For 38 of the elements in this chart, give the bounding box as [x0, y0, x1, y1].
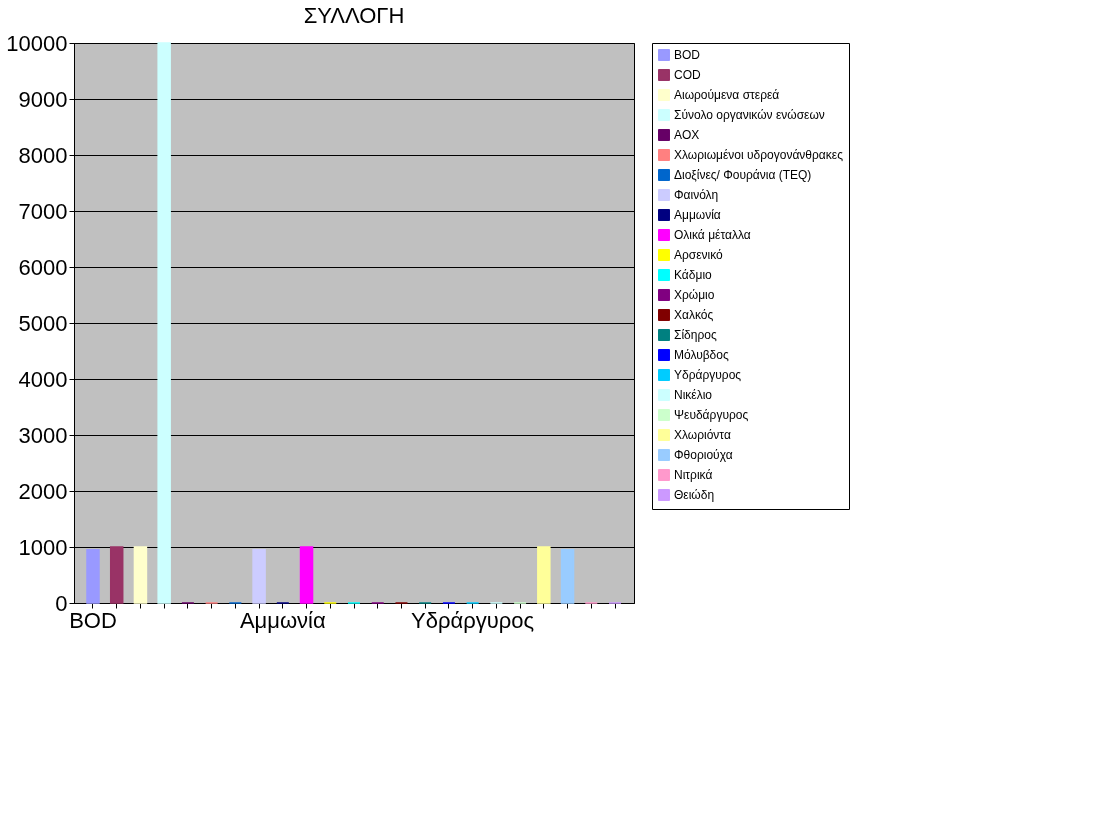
y-tick-label: 4000 [18, 366, 68, 392]
y-tick-label: 6000 [18, 254, 68, 280]
y-tick-label: 10000 [6, 30, 68, 56]
legend-label: Σίδηρος [674, 328, 717, 342]
legend-label: Χλωριωμένοι υδρογονάνθρακες [674, 148, 844, 162]
legend-label: Νιτρικά [674, 468, 713, 482]
legend-label: Διοξίνες/ Φουράνια (TEQ) [674, 168, 812, 182]
legend-label: Φθοριούχα [674, 448, 733, 462]
legend-label: Αιωρούμενα στερεά [674, 88, 780, 102]
legend-label: Αρσενικό [674, 248, 724, 262]
y-tick-label: 2000 [18, 478, 68, 504]
legend-label: Χλωριόντα [674, 428, 731, 442]
chart-title: ΣΥΛΛΟΓΗ [303, 3, 405, 28]
legend-label: Αμμωνία [674, 208, 721, 222]
legend-label: Κάδμιο [674, 268, 713, 282]
legend-label: Θειώδη [674, 488, 715, 502]
legend-label: Ψευδάργυρος [674, 408, 749, 422]
legend-label: Φαινόλη [674, 188, 719, 202]
legend-label: AOX [674, 128, 700, 142]
y-tick-label: 1000 [18, 534, 68, 560]
x-tick-label: BOD [69, 607, 117, 633]
legend-label: BOD [674, 48, 701, 62]
legend-label: Χρώμιο [674, 288, 715, 302]
y-tick-label: 9000 [18, 86, 68, 112]
y-tick-label: 3000 [18, 422, 68, 448]
y-tick-label: 8000 [18, 142, 68, 168]
legend-label: Μόλυβδος [674, 348, 729, 362]
legend-label: Χαλκός [674, 308, 714, 322]
y-tick-label: 5000 [18, 310, 68, 336]
legend-label: Υδράργυρος [674, 368, 742, 382]
x-tick-label: Υδράργυρος [411, 607, 535, 633]
y-tick-label: 0 [55, 590, 68, 616]
legend-label: COD [674, 68, 701, 82]
x-tick-label: Αμμωνία [239, 607, 326, 633]
legend-label: Σύνολο οργανικών ενώσεων [674, 108, 825, 122]
y-tick-label: 7000 [18, 198, 68, 224]
legend-label: Ολικά μέταλλα [674, 228, 751, 242]
legend-label: Νικέλιο [674, 388, 713, 402]
